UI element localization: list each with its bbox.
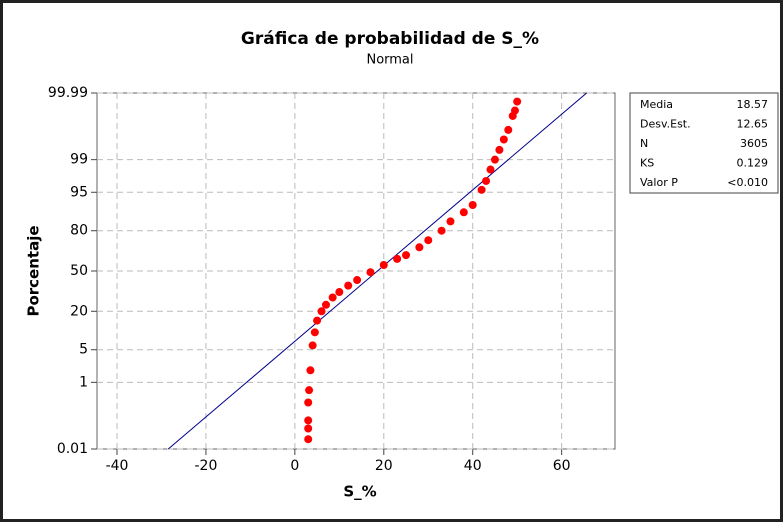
stat-label: Valor P	[640, 176, 678, 189]
stat-label: N	[640, 137, 648, 150]
data-point	[468, 201, 477, 210]
stat-label: KS	[640, 157, 654, 170]
data-point	[437, 226, 446, 235]
data-point	[379, 260, 388, 269]
data-point	[459, 208, 468, 217]
y-tick-label: 99.99	[48, 85, 88, 101]
data-point	[304, 424, 313, 433]
data-point	[446, 217, 455, 226]
x-tick-label: 40	[464, 458, 482, 474]
x-tick-label: -40	[106, 458, 129, 474]
x-tick-label: 20	[375, 458, 393, 474]
y-tick-label: 0.01	[57, 441, 88, 457]
stat-value: <0.010	[727, 176, 768, 189]
data-point	[317, 307, 326, 316]
data-point	[510, 106, 519, 115]
y-tick-label: 99	[70, 152, 88, 168]
y-tick-label: 80	[70, 223, 88, 239]
data-point	[504, 125, 513, 134]
data-point	[353, 276, 362, 285]
x-tick-label: 60	[553, 458, 571, 474]
stat-label: Media	[640, 98, 673, 111]
data-point	[513, 97, 522, 106]
data-point	[499, 135, 508, 144]
data-point	[310, 328, 319, 337]
data-point	[313, 316, 322, 325]
stat-label: Desv.Est.	[640, 118, 691, 131]
data-point	[424, 236, 433, 245]
x-tick-label: 0	[290, 458, 299, 474]
data-point	[321, 300, 330, 309]
data-point	[328, 293, 337, 302]
x-tick-label: -20	[194, 458, 217, 474]
y-tick-label: 95	[70, 184, 88, 200]
y-tick-label: 1	[79, 374, 88, 390]
chart-title: Gráfica de probabilidad de S_%	[241, 29, 539, 49]
y-tick-label: 5	[79, 342, 88, 358]
stat-value: 3605	[740, 137, 768, 150]
data-point	[495, 145, 504, 154]
data-point	[335, 288, 344, 297]
data-point	[415, 243, 424, 252]
data-point	[304, 398, 313, 407]
x-axis-label: S_%	[343, 483, 376, 501]
stat-value: 12.65	[737, 118, 769, 131]
y-axis-label: Porcentaje	[25, 225, 43, 316]
chart-subtitle: Normal	[366, 53, 413, 68]
y-tick-label: 50	[70, 263, 88, 279]
stats-box	[629, 92, 779, 194]
data-point	[402, 251, 411, 260]
stat-value: 0.129	[737, 157, 769, 170]
data-point	[482, 176, 491, 185]
data-point	[304, 435, 313, 444]
data-point	[344, 281, 353, 290]
data-point	[486, 165, 495, 174]
data-point	[477, 185, 486, 194]
data-point	[366, 268, 375, 277]
data-point	[393, 254, 402, 263]
stat-value: 18.57	[737, 98, 769, 111]
data-point	[308, 341, 317, 350]
y-tick-label: 20	[70, 303, 88, 319]
data-point	[305, 386, 314, 395]
data-point	[304, 416, 313, 425]
data-point	[490, 155, 499, 164]
data-point	[306, 366, 315, 375]
fit-line	[167, 92, 587, 450]
